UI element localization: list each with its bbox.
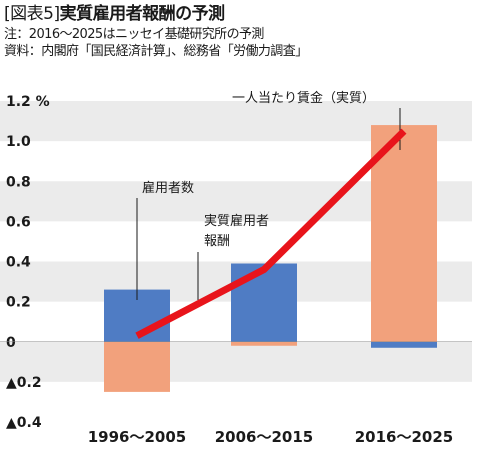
bar-segment	[371, 125, 437, 342]
y-tick-label: ▲0.2	[6, 375, 42, 391]
annotation-wage: 一人当たり賃金（実質）	[232, 90, 375, 106]
annotation-total-line1: 実質雇用者	[204, 213, 269, 229]
title-text: 実質雇用者報酬の予測	[59, 4, 226, 24]
y-tick-label: 0	[6, 335, 16, 351]
x-category-label: 2006～2015	[215, 428, 314, 446]
y-tick-label: 0.2	[6, 295, 31, 311]
annotation-total-line2: 報酬	[204, 234, 230, 249]
annotation-leaders	[136, 108, 401, 300]
y-axis-ticks: 1.2 % 1.0 0.8 0.6 0.4 0.2 0 ▲0.2 ▲0.4	[6, 94, 50, 431]
x-category-label: 1996～2005	[88, 428, 187, 446]
bar-segment	[371, 341, 437, 348]
y-tick-label: 1.0	[6, 134, 31, 150]
figure-tag: [図表5]	[4, 4, 60, 24]
line-series-total-compensation	[135, 128, 407, 339]
chart-source: 資料：内閣府「国民経済計算」、総務省「労働力調査」	[4, 44, 308, 59]
bar-segment	[231, 263, 297, 342]
x-category-label: 2016～2025	[355, 428, 454, 446]
bar-segment	[104, 341, 170, 392]
y-tick-label: 0.6	[6, 214, 31, 230]
y-tick-label: 1.2 %	[6, 94, 50, 110]
x-axis-categories: 1996～2005 2006～2015 2016～2025	[88, 428, 454, 446]
y-tick-label: ▲0.4	[6, 415, 42, 431]
y-tick-label: 0.8	[6, 174, 31, 190]
annotation-employees: 雇用者数	[142, 180, 194, 196]
chart-title: [図表5]実質雇用者報酬の予測	[4, 2, 476, 26]
chart-note: 注：2016～2025はニッセイ基礎研究所の予測	[4, 27, 264, 42]
chart-header: [図表5]実質雇用者報酬の予測 注：2016～2025はニッセイ基礎研究所の予測…	[4, 2, 476, 60]
grid-band	[0, 341, 472, 382]
bar-segment	[231, 341, 297, 346]
y-tick-label: 0.4	[6, 255, 31, 271]
